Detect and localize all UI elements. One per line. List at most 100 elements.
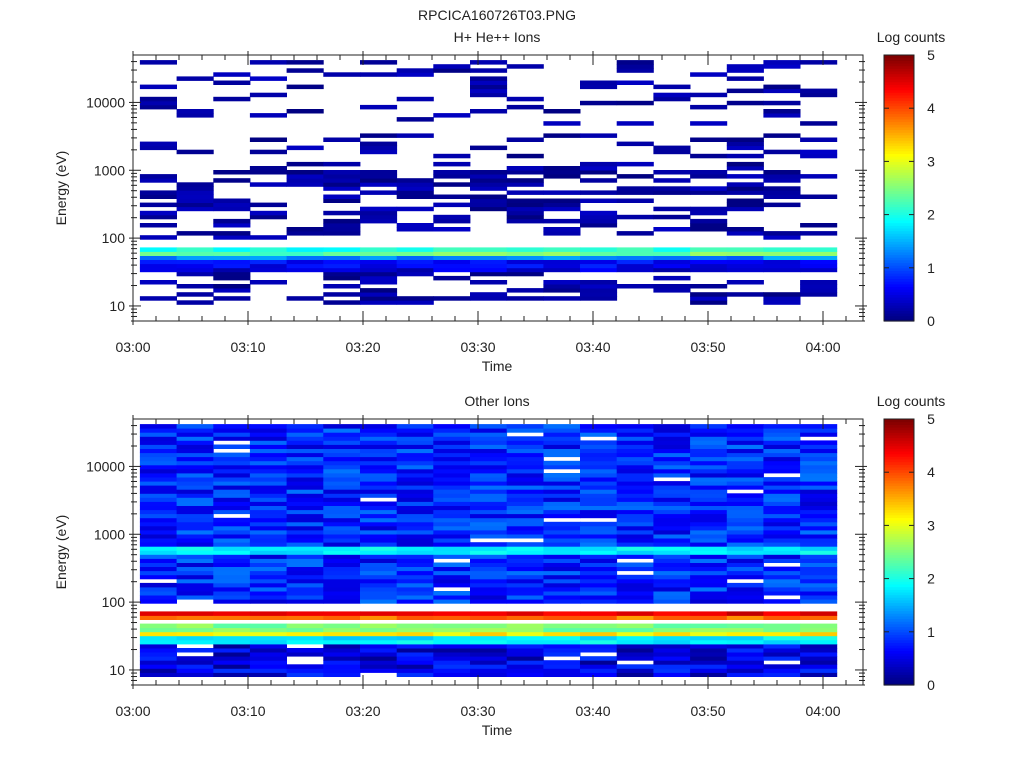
heatmap-cell (396, 271, 434, 277)
heatmap-cell (433, 214, 471, 220)
heatmap-cell (176, 428, 214, 433)
heatmap-cell (360, 623, 398, 629)
heatmap-cell (800, 485, 838, 490)
heatmap-cell (323, 578, 361, 584)
heatmap-cell (690, 570, 728, 576)
heatmap-cell (470, 292, 508, 297)
colorbar-segment (884, 225, 914, 229)
heatmap-cell (323, 574, 361, 580)
heatmap-cell (213, 223, 251, 228)
heatmap-cell (653, 186, 691, 191)
heatmap-cell (470, 595, 508, 600)
heatmap-cell (580, 485, 618, 490)
heatmap-cell (726, 582, 764, 588)
heatmap-cell (213, 591, 251, 596)
heatmap-cell (580, 566, 618, 572)
heatmap-cell (286, 631, 324, 637)
heatmap-cell (323, 464, 361, 470)
heatmap-cell (726, 509, 764, 515)
heatmap-cell (396, 440, 434, 445)
heatmap-cell (470, 194, 508, 199)
heatmap-cell (139, 84, 177, 90)
heatmap-cell (653, 190, 691, 195)
heatmap-cell (323, 538, 361, 543)
heatmap-cell (506, 190, 544, 195)
heatmap-cell (396, 206, 434, 212)
heatmap-cell (506, 542, 544, 547)
heatmap-cell (433, 648, 471, 653)
heatmap-cell (726, 153, 764, 159)
heatmap-cell (653, 481, 691, 486)
heatmap-cell (800, 660, 838, 665)
heatmap-cell (543, 668, 581, 673)
heatmap-cell (286, 582, 324, 588)
colorbar-segment (884, 448, 914, 452)
heatmap-cell (653, 485, 691, 490)
heatmap-cell (580, 513, 618, 519)
colorbar-segment (884, 241, 914, 245)
heatmap-cell (433, 218, 471, 224)
heatmap-cell (433, 182, 471, 187)
colorbar-segment (884, 474, 914, 479)
heatmap-cell (690, 615, 728, 620)
heatmap-cell (506, 546, 544, 551)
heatmap-cell (139, 664, 177, 669)
heatmap-cell (616, 497, 654, 502)
colorbar-segment (884, 217, 914, 221)
heatmap-cell (139, 223, 177, 228)
heatmap-cell (726, 436, 764, 441)
colorbar-tick-label: 1 (927, 624, 935, 640)
heatmap-cell (690, 546, 728, 551)
heatmap-cell (800, 505, 838, 511)
heatmap-cell (249, 456, 287, 462)
heatmap-cell (800, 591, 838, 596)
heatmap-cell (139, 251, 177, 256)
heatmap-cell (396, 652, 434, 657)
heatmap-cell (616, 440, 654, 445)
heatmap-cell (470, 481, 508, 486)
heatmap-cell (726, 473, 764, 478)
colorbar-segment (884, 201, 914, 205)
colorbar-segment (884, 262, 914, 266)
heatmap-cell (360, 554, 398, 559)
heatmap-cell (396, 591, 434, 596)
heatmap-cell (616, 428, 654, 433)
heatmap-cell (616, 538, 654, 543)
heatmap-cell (249, 113, 287, 118)
heatmap-cell (360, 460, 398, 466)
heatmap-cell (213, 505, 251, 511)
heatmap-cell (470, 672, 508, 677)
heatmap-cell (433, 485, 471, 490)
heatmap-cell (176, 292, 214, 297)
heatmap-cell (763, 263, 801, 269)
heatmap-cell (286, 635, 324, 641)
heatmap-cell (176, 615, 214, 620)
colorbar-label: Log counts (877, 29, 946, 45)
heatmap-cell (543, 424, 581, 429)
heatmap-cell (470, 554, 508, 559)
heatmap-cell (360, 292, 398, 297)
heatmap-cell (176, 493, 214, 498)
heatmap-cell (470, 259, 508, 265)
heatmap-cell (360, 456, 398, 462)
heatmap-cell (470, 251, 508, 256)
plot-frame (132, 54, 864, 322)
heatmap-cell (360, 566, 398, 572)
heatmap-cell (323, 513, 361, 519)
heatmap-cell (690, 530, 728, 535)
heatmap-cell (433, 113, 471, 118)
heatmap-cell (470, 623, 508, 629)
colorbar-segment (884, 504, 914, 508)
heatmap-cell (726, 615, 764, 620)
heatmap-cell (653, 627, 691, 633)
heatmap-cell (800, 497, 838, 502)
heatmap-cell (249, 542, 287, 547)
heatmap-cell (653, 615, 691, 620)
heatmap-cell (726, 280, 764, 285)
heatmap-cell (176, 477, 214, 482)
colorbar-segment (884, 209, 914, 213)
heatmap-cell (506, 452, 544, 458)
heatmap-cell (249, 247, 287, 252)
heatmap-cell (690, 574, 728, 580)
x-tick-label: 03:20 (345, 339, 380, 355)
